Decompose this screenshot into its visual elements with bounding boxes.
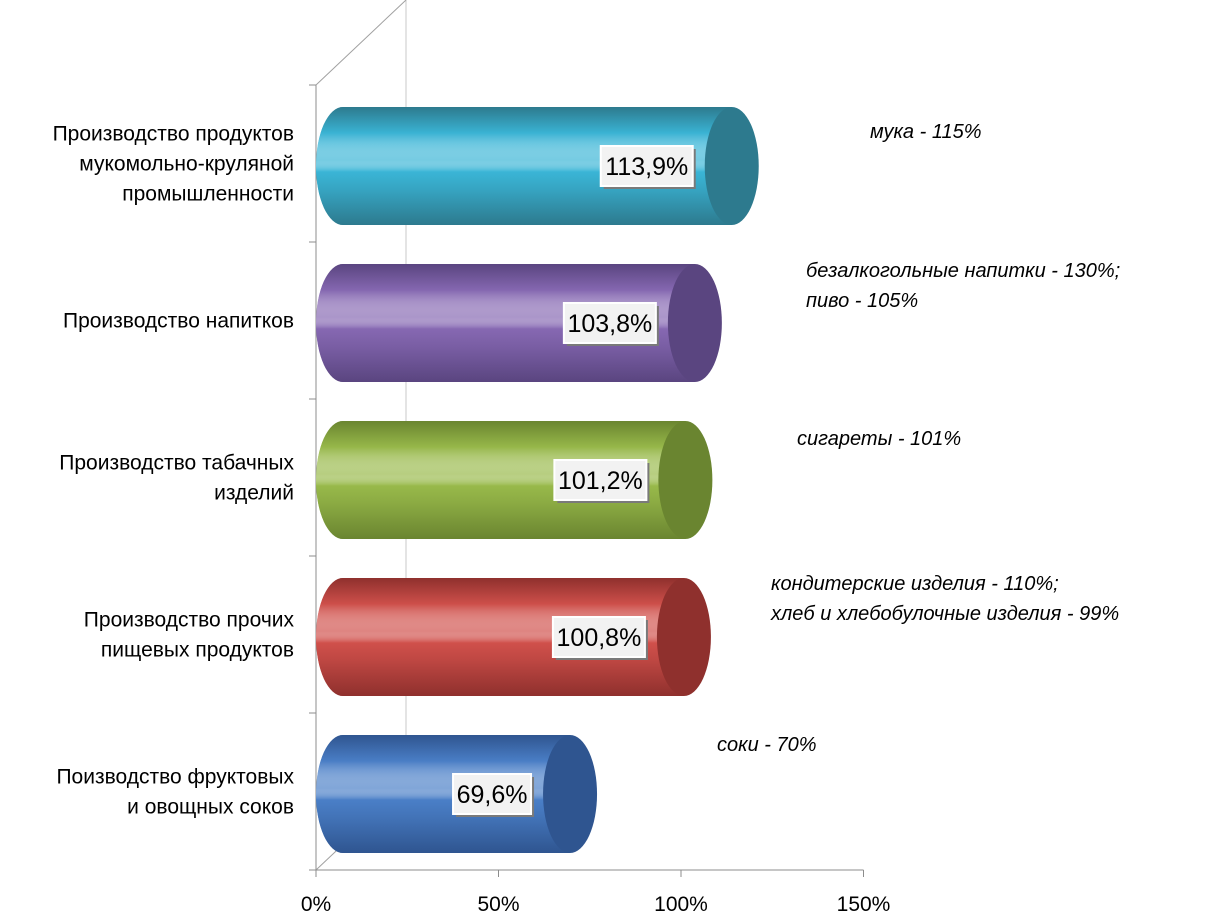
category-label: пищевых продуктов xyxy=(101,639,294,662)
category-label: Производство напитков xyxy=(63,310,294,333)
category-label: Производство прочих xyxy=(84,609,295,632)
value-label-text: 100,8% xyxy=(557,624,642,652)
bar-shine xyxy=(316,264,695,382)
labels: 0% 50% 100% 150% 113,9% 103,8% 101,2% 100,8% 69,… xyxy=(53,121,1121,916)
bar-shine xyxy=(316,107,732,225)
bar-end-cap xyxy=(658,421,713,539)
annotation-text: сигареты - 101% xyxy=(797,428,961,450)
value-label-box xyxy=(551,616,646,658)
x-tick-label: 150% xyxy=(837,893,891,916)
bar-end-cap xyxy=(656,578,711,696)
category-label: мукомольно-круляной xyxy=(79,153,294,176)
annotation-text: мука - 115% xyxy=(870,121,982,143)
annotation-text: безалкогольные напитки - 130%; xyxy=(806,260,1120,282)
bar-shine xyxy=(316,735,571,853)
value-label-text: 103,8% xyxy=(567,310,652,338)
bar-end-cap xyxy=(667,264,722,382)
value-label: 100,8% xyxy=(551,616,648,660)
bar xyxy=(316,578,711,696)
top-depth-line xyxy=(315,0,407,86)
value-label-text: 69,6% xyxy=(457,781,528,809)
annotation-text: соки - 70% xyxy=(717,734,817,756)
value-label-text: 101,2% xyxy=(558,467,643,495)
value-label: 69,6% xyxy=(452,773,535,817)
x-tick-label: 100% xyxy=(654,893,708,916)
bars xyxy=(316,107,759,853)
value-label-text: 113,9% xyxy=(605,153,688,181)
bar xyxy=(316,107,759,225)
value-label: 113,9% xyxy=(599,145,696,189)
bar-end-cap xyxy=(704,107,759,225)
value-label-box xyxy=(452,773,533,815)
bar-shine xyxy=(316,421,686,539)
bar xyxy=(316,735,598,853)
annotation-text: кондитерские изделия - 110%; xyxy=(771,573,1059,595)
value-label-box xyxy=(562,302,657,344)
bar xyxy=(316,264,722,382)
annotation-text: хлеб и хлебобулочные изделия - 99% xyxy=(770,603,1119,625)
category-label: изделий xyxy=(214,482,294,505)
value-label-box xyxy=(553,459,648,501)
category-label: Поизводство фруктовых xyxy=(56,766,294,789)
x-tick-label: 0% xyxy=(301,893,331,916)
bar xyxy=(316,421,713,539)
category-label: и овощных соков xyxy=(127,796,294,819)
value-label: 101,2% xyxy=(553,459,650,503)
category-label: Производство продуктов xyxy=(53,123,294,146)
category-label: Производство табачных xyxy=(59,452,294,475)
bar-end-cap xyxy=(543,735,598,853)
value-label-box xyxy=(599,145,694,187)
bar-shine xyxy=(316,578,684,696)
x-tick-label: 50% xyxy=(477,893,519,916)
category-label: промышленности xyxy=(122,183,294,206)
value-label: 103,8% xyxy=(562,302,659,346)
annotation-text: пиво - 105% xyxy=(806,290,918,312)
